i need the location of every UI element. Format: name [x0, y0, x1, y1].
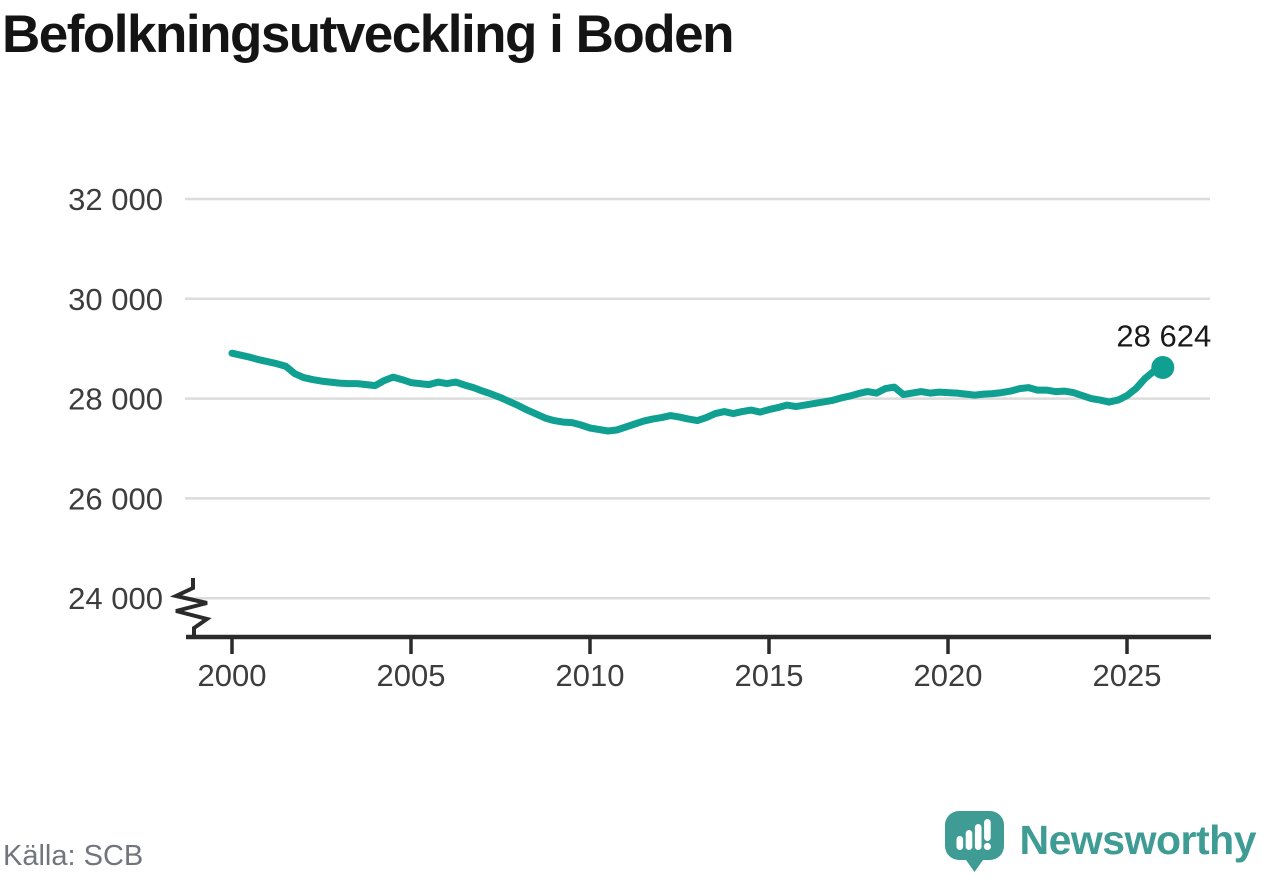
newsworthy-logo: Newsworthy — [944, 811, 1257, 873]
y-tick-label: 30 000 — [68, 282, 163, 317]
source-note: Källa: SCB — [3, 840, 144, 872]
x-tick-label: 2000 — [198, 658, 267, 693]
x-tick-label: 2010 — [556, 658, 625, 693]
y-tick-label: 32 000 — [68, 182, 163, 217]
newsworthy-logo-text: Newsworthy — [1019, 816, 1257, 863]
population-series-line — [228, 349, 1167, 435]
x-tick-label: 2015 — [735, 658, 804, 693]
y-axis-labels: 24 000 26 000 28 000 30 000 32 000 — [68, 182, 163, 616]
y-axis-break-icon — [169, 578, 212, 637]
x-tick-label: 2020 — [914, 658, 983, 693]
endpoint-marker: 28 624 — [1116, 318, 1211, 379]
endpoint-value-label: 28 624 — [1116, 318, 1211, 353]
speech-bubble-shape — [944, 811, 1004, 872]
y-tick-label: 28 000 — [68, 382, 163, 417]
x-axis: 2000 2005 2010 2015 2020 2025 — [186, 634, 1211, 693]
newsworthy-logo-icon — [944, 811, 1004, 872]
y-tick-label: 26 000 — [68, 481, 163, 516]
gridlines — [185, 197, 1210, 600]
bar-chart-glyph — [956, 819, 991, 851]
x-tick-label: 2025 — [1093, 658, 1162, 693]
y-tick-label: 24 000 — [68, 581, 163, 616]
x-tick-label: 2005 — [377, 658, 446, 693]
page-title: Befolkningsutveckling i Boden — [2, 5, 734, 64]
